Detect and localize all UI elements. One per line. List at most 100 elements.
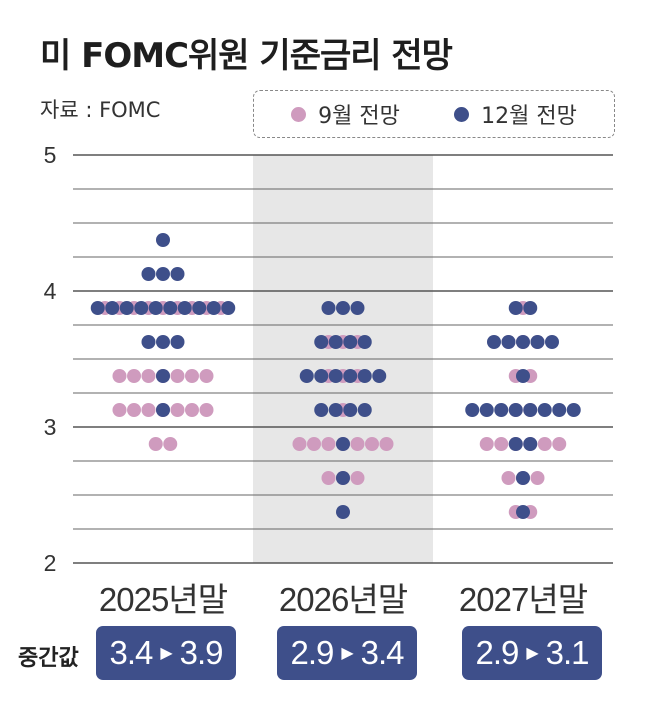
median-badge-2025: 3.4 ▶ 3.9 bbox=[96, 626, 236, 680]
x-category-label: 2026년말 bbox=[279, 581, 408, 618]
dot-dec bbox=[545, 335, 559, 349]
dot-dec bbox=[336, 301, 350, 315]
dot-sep bbox=[185, 403, 199, 417]
dot-dec bbox=[523, 403, 538, 417]
dot-sep bbox=[494, 437, 509, 451]
median-2026-from: 2.9 bbox=[290, 634, 334, 671]
legend-item-dec: 12월 전망 bbox=[454, 98, 577, 130]
dot-sep bbox=[127, 403, 141, 417]
dot-dec bbox=[119, 301, 134, 315]
dot-dec bbox=[350, 301, 365, 315]
legend-dot-sep bbox=[291, 106, 307, 122]
dot-dec bbox=[336, 437, 350, 451]
dot-dec bbox=[479, 403, 494, 417]
dot-dec bbox=[508, 403, 523, 417]
dot-dec bbox=[328, 369, 343, 383]
dot-dec bbox=[465, 403, 480, 417]
median-badge-2027: 2.9 ▶ 3.1 bbox=[462, 626, 602, 680]
median-2027-from: 2.9 bbox=[475, 634, 519, 671]
source-note: 자료 : FOMC bbox=[40, 98, 161, 122]
dot-dec bbox=[516, 471, 530, 485]
dot-sep bbox=[112, 369, 127, 383]
median-2026-to: 3.4 bbox=[360, 634, 405, 671]
arrow-icon: ▶ bbox=[341, 645, 353, 662]
dot-dec bbox=[357, 369, 372, 383]
legend-label-sep: 9월 전망 bbox=[318, 104, 400, 129]
dot-dec bbox=[357, 403, 372, 417]
dot-dec bbox=[321, 301, 336, 315]
dot-dec bbox=[177, 301, 192, 315]
dot-sep bbox=[379, 437, 394, 451]
dot-dec bbox=[192, 301, 207, 315]
y-tick-label: 5 bbox=[44, 142, 57, 168]
dot-sep bbox=[185, 369, 199, 383]
dot-dec bbox=[148, 301, 163, 315]
dot-sep bbox=[537, 437, 552, 451]
median-2027-to: 3.1 bbox=[545, 634, 590, 671]
dot-sep bbox=[365, 437, 379, 451]
dot-sep bbox=[170, 403, 185, 417]
dot-dec bbox=[343, 369, 358, 383]
dot-dec bbox=[508, 437, 523, 451]
dot-dec bbox=[156, 369, 170, 383]
dot-dec bbox=[314, 403, 329, 417]
dot-dec bbox=[170, 267, 185, 281]
legend-item-sep: 9월 전망 bbox=[291, 98, 400, 130]
dot-sep bbox=[127, 369, 141, 383]
dot-dec bbox=[357, 335, 372, 349]
x-category-label: 2027년말 bbox=[459, 581, 588, 618]
dot-dec bbox=[343, 403, 358, 417]
dot-sep bbox=[530, 471, 545, 485]
dot-dec bbox=[134, 301, 149, 315]
dot-dec bbox=[90, 301, 105, 315]
dot-dec bbox=[530, 335, 545, 349]
dot-dec bbox=[163, 301, 178, 315]
dot-dec bbox=[221, 301, 236, 315]
dot-dec bbox=[336, 505, 350, 519]
dot-dec bbox=[156, 403, 170, 417]
dot-dec bbox=[523, 437, 538, 451]
dot-dec bbox=[156, 267, 170, 281]
chart-title: 미 FOMC위원 기준금리 전망 bbox=[40, 36, 453, 76]
dot-sep bbox=[170, 369, 185, 383]
y-tick-label: 2 bbox=[44, 550, 57, 576]
dot-dec bbox=[156, 233, 170, 247]
dot-dec bbox=[314, 369, 329, 383]
dot-dec bbox=[508, 301, 523, 315]
dot-dec bbox=[537, 403, 552, 417]
dot-dec bbox=[141, 335, 156, 349]
arrow-icon: ▶ bbox=[160, 645, 172, 662]
dot-sep bbox=[321, 471, 336, 485]
legend: 9월 전망 12월 전망 bbox=[253, 90, 615, 138]
median-2025-to: 3.9 bbox=[179, 634, 224, 671]
dot-dec bbox=[566, 403, 581, 417]
dot-sep bbox=[141, 369, 156, 383]
dot-sep bbox=[552, 437, 567, 451]
dot-sep bbox=[199, 369, 214, 383]
dot-sep bbox=[141, 403, 156, 417]
dot-sep bbox=[307, 437, 321, 451]
dot-sep bbox=[479, 437, 494, 451]
dot-sep bbox=[321, 437, 336, 451]
dot-dec bbox=[552, 403, 567, 417]
dot-dec bbox=[516, 369, 530, 383]
dot-dec bbox=[141, 267, 156, 281]
median-badge-2026: 2.9 ▶ 3.4 bbox=[277, 626, 417, 680]
dot-dec bbox=[516, 335, 530, 349]
dot-dec bbox=[501, 335, 516, 349]
dot-dec bbox=[328, 335, 343, 349]
legend-dot-dec bbox=[454, 106, 470, 122]
dot-sep bbox=[501, 471, 516, 485]
dot-dec bbox=[299, 369, 314, 383]
median-2025-from: 3.4 bbox=[109, 634, 153, 671]
dot-dec bbox=[328, 403, 343, 417]
median-label: 중간값 bbox=[18, 646, 79, 671]
dot-sep bbox=[350, 437, 365, 451]
y-tick-label: 3 bbox=[44, 414, 57, 440]
dot-dec bbox=[487, 335, 501, 349]
dot-sep bbox=[199, 403, 214, 417]
dot-dec bbox=[336, 471, 350, 485]
dot-sep bbox=[112, 403, 127, 417]
dot-dec bbox=[516, 505, 530, 519]
